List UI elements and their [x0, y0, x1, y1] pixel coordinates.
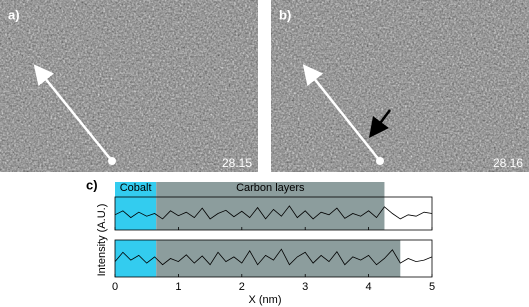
- profile-end: [376, 157, 384, 165]
- panel-label: b): [279, 7, 291, 22]
- x-axis-title: X (nm): [249, 294, 282, 306]
- timestamp: 28.15: [222, 156, 252, 170]
- intensity-line: [114, 205, 433, 220]
- x-tick-label: 2: [239, 281, 245, 293]
- x-tick-label: 3: [302, 281, 308, 293]
- x-tick-label: 4: [366, 281, 372, 293]
- timestamp: 28.16: [493, 156, 523, 170]
- panel-label: c): [86, 177, 98, 192]
- region-label: Carbon layers: [236, 182, 305, 194]
- profile-line: [33, 64, 113, 162]
- profile-end: [108, 157, 116, 165]
- region: [156, 182, 385, 230]
- region: [115, 240, 157, 277]
- region: [115, 182, 157, 230]
- x-tick-label: 5: [429, 281, 435, 293]
- tem-texture-a: [0, 0, 258, 172]
- region-label: Cobalt: [120, 182, 152, 194]
- tem-texture-b: [271, 0, 529, 172]
- plot-frame: [114, 239, 433, 278]
- panel-label: a): [8, 7, 20, 22]
- profile-line: [302, 64, 381, 162]
- region: [156, 240, 401, 277]
- y-axis-title: Intensity (A.U.): [96, 204, 108, 277]
- x-tick-label: 0: [112, 281, 118, 293]
- x-tick-label: 1: [175, 281, 181, 293]
- intensity-line: [114, 248, 433, 266]
- pointer-arrow: [369, 109, 391, 138]
